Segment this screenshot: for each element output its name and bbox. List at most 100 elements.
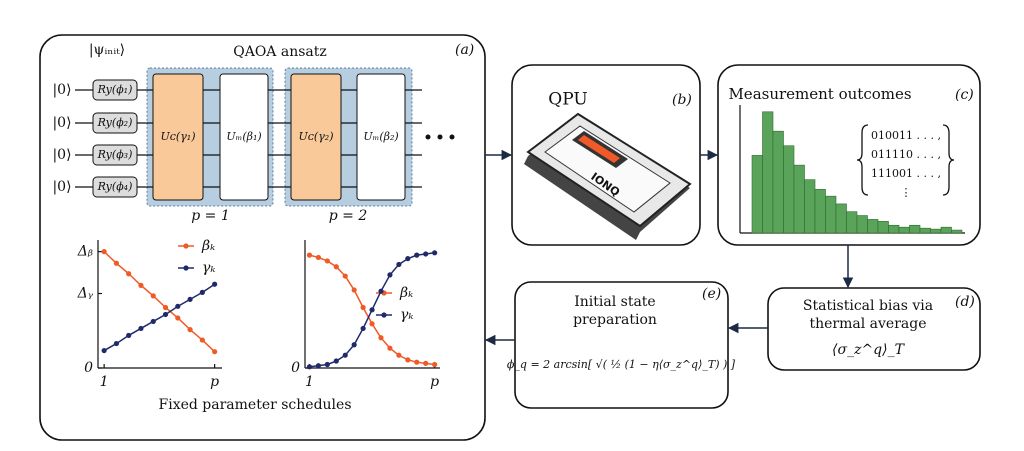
formula: ⟨σ_z^q⟩_T — [832, 342, 906, 358]
bar — [835, 203, 847, 234]
bar — [804, 179, 816, 234]
data-point — [150, 293, 156, 299]
mixer-gate — [219, 73, 269, 201]
data-point — [324, 258, 330, 264]
panel-e — [514, 281, 729, 409]
cost-gate — [152, 73, 204, 201]
mixer-label: Uₘ(β₂) — [363, 130, 398, 143]
data-point — [378, 288, 384, 294]
init-state: |ψᵢₙᵢₜ⟩ — [89, 42, 125, 58]
rotation-label: Ry(ϕ₃) — [97, 148, 133, 161]
data-point — [126, 271, 132, 277]
bar — [856, 215, 868, 234]
bar — [898, 226, 910, 234]
rotation-gate — [92, 176, 138, 198]
text-line: preparation — [573, 312, 657, 328]
x-tick-label: p — [430, 374, 439, 390]
data-point — [162, 304, 169, 311]
data-point — [333, 358, 339, 364]
bar — [930, 228, 942, 234]
bitstring: ⋮ — [901, 186, 912, 199]
data-point — [423, 251, 429, 257]
bar — [825, 195, 837, 234]
ellipsis — [425, 134, 455, 140]
bar — [909, 224, 921, 234]
legend-marker — [381, 312, 387, 318]
bar — [867, 219, 879, 234]
data-point — [396, 352, 402, 358]
qubit-label: |0⟩ — [52, 115, 71, 131]
data-point — [175, 315, 181, 321]
bar — [846, 211, 858, 234]
data-point — [187, 296, 193, 302]
cost-label: Uᴄ(γ₂) — [299, 130, 334, 143]
rotation-gate — [92, 112, 138, 134]
panel-title: Measurement outcomes — [728, 85, 911, 103]
y-tick-label: Δᵧ — [77, 286, 94, 302]
legend-label: γₖ — [400, 307, 413, 323]
bar — [877, 221, 889, 234]
data-point — [113, 340, 120, 347]
x-tick-label: p — [210, 374, 219, 390]
data-point — [212, 281, 218, 287]
circuit: |0⟩ Ry(ϕ₁) |0⟩ Ry(ϕ₂) |0⟩ Ry(ϕ₃) |0⟩ Ry(ϕ₄) Uᴄ(γ… — [52, 67, 422, 207]
data-point — [138, 282, 144, 288]
data-point — [150, 318, 156, 325]
y-tick-label: Δᵦ — [77, 244, 93, 260]
y-tick-label: 0 — [84, 360, 93, 376]
data-point — [360, 304, 366, 311]
series-line — [103, 251, 216, 353]
brace — [942, 124, 955, 196]
data-point — [414, 252, 420, 258]
data-point — [113, 260, 120, 266]
legend-label: γₖ — [202, 260, 215, 276]
rotation-label: Ry(ϕ₁) — [97, 83, 133, 96]
bitstring: 011110 . . . , — [871, 148, 941, 161]
data-point — [342, 352, 348, 358]
data-point — [396, 261, 402, 268]
rotation-gate — [92, 79, 138, 101]
panel-label: (e) — [702, 286, 721, 302]
data-point — [138, 325, 144, 332]
data-point — [351, 287, 357, 293]
panel-label: (a) — [455, 42, 474, 58]
data-point — [315, 363, 322, 369]
data-point — [387, 345, 393, 351]
cost-gate — [290, 73, 342, 201]
data-point — [378, 335, 384, 341]
rotation-label: Ry(ϕ₄) — [97, 180, 133, 193]
panel-d — [767, 287, 981, 371]
data-point — [432, 250, 438, 256]
data-point — [369, 307, 375, 313]
panel-title: QPU — [548, 90, 587, 110]
qubit-label: |0⟩ — [52, 147, 71, 163]
bar — [888, 224, 900, 234]
bitstring: 111001 . . . , — [871, 167, 941, 180]
bar — [772, 130, 784, 234]
data-point — [101, 249, 107, 255]
legend-label: βₖ — [201, 238, 215, 254]
data-point — [126, 332, 132, 339]
data-point — [306, 364, 313, 370]
caption: Fixed parameter schedules — [159, 397, 352, 413]
legend-marker — [183, 243, 189, 249]
bitstring: 010011 . . . , — [871, 129, 941, 142]
data-point — [162, 311, 169, 318]
rotation-label: Ry(ϕ₂) — [97, 116, 133, 129]
layer-label: p = 2 — [329, 208, 368, 224]
data-point — [342, 273, 348, 279]
bar — [951, 229, 963, 234]
formula: ϕ_q = 2 arcsin[ √( ½ (1 − η⟨σ_z^q⟩_T) ) … — [507, 358, 736, 371]
bar — [814, 189, 826, 234]
brace — [856, 124, 869, 196]
panel-label: (c) — [955, 87, 974, 103]
data-point — [324, 361, 330, 368]
data-point — [369, 321, 375, 327]
y-tick-label: 0 — [291, 360, 300, 376]
arrows — [484, 149, 854, 346]
panel-label: (b) — [672, 92, 692, 108]
bar — [762, 111, 774, 234]
data-point — [175, 303, 181, 309]
qubit-label: |0⟩ — [52, 82, 71, 98]
